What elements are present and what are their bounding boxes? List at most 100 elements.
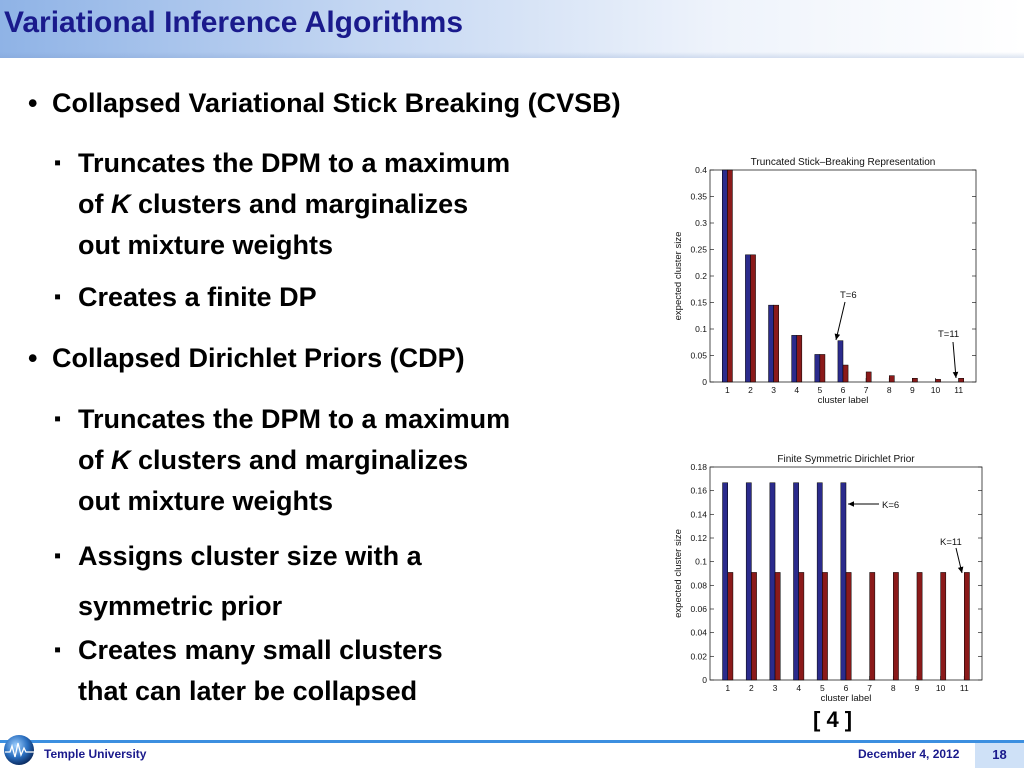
- annotation-label: K=6: [882, 500, 899, 511]
- bar-series2-cluster-6: [845, 572, 852, 681]
- y-tick-label: 0.15: [690, 298, 707, 308]
- x-tick-label: 6: [844, 683, 849, 693]
- line-text: Truncates the DPM to a maximum: [78, 404, 511, 434]
- line-italic-var: K: [111, 189, 131, 219]
- bullet-dot-icon: •: [28, 88, 38, 118]
- bar-series2-cluster-5: [819, 354, 826, 383]
- bullet-level2: ▪ Creates many small clusters that can lat…: [54, 630, 443, 712]
- x-tick-label: 4: [794, 385, 799, 395]
- annotation-arrow: [835, 301, 846, 341]
- x-tick-label: 3: [771, 385, 776, 395]
- bar-series2-cluster-6: [842, 364, 849, 383]
- y-axis-label: expected cluster size: [673, 232, 684, 321]
- x-axis-label: cluster label: [821, 693, 872, 704]
- x-tick-label: 11: [954, 385, 963, 395]
- bullet-line: Truncates the DPM to a maximum: [78, 143, 510, 184]
- x-tick-label: 6: [841, 385, 846, 395]
- line-text: Assigns cluster size with a: [78, 541, 422, 571]
- bar-series2-cluster-10: [935, 379, 941, 383]
- bar-series1-cluster-2: [745, 254, 751, 383]
- bullet-square-icon: ▪: [54, 408, 62, 430]
- line-text: of: [78, 189, 111, 219]
- bar-series1-cluster-5: [816, 482, 823, 681]
- chart-title: Truncated Stick–Breaking Representation: [751, 157, 936, 168]
- bar-series1-cluster-3: [768, 304, 774, 383]
- bar-series2-cluster-8: [893, 572, 899, 681]
- line-text: out mixture weights: [78, 486, 334, 516]
- y-tick-label: 0.18: [690, 462, 707, 472]
- line-text: symmetric prior: [78, 591, 283, 621]
- chart-title: Finite Symmetric Dirichlet Prior: [777, 454, 915, 465]
- y-tick-label: 0.2: [695, 271, 707, 281]
- bullet-line: Creates a finite DP: [78, 277, 317, 318]
- y-tick-label: 0.3: [695, 218, 707, 228]
- y-tick-label: 0.25: [690, 245, 707, 255]
- slide-title: Variational Inference Algorithms: [4, 6, 464, 39]
- bar-series1-cluster-1: [722, 482, 728, 681]
- bullet-line: out mixture weights: [78, 481, 510, 522]
- annotation-label: K=11: [940, 537, 962, 548]
- y-tick-label: 0.06: [690, 604, 707, 614]
- title-bar: [0, 0, 1024, 58]
- bullet-square-icon: ▪: [54, 286, 62, 308]
- footer-date: December 4, 2012: [858, 747, 960, 761]
- bar-series2-cluster-2: [750, 254, 756, 383]
- annotation-arrowhead-icon: [952, 371, 959, 378]
- bar-series2-cluster-1: [727, 572, 734, 681]
- y-tick-label: 0.35: [690, 192, 707, 202]
- bullet-line: Truncates the DPM to a maximum: [78, 399, 510, 440]
- title-bar-shadow: [0, 52, 1024, 58]
- bar-series2-cluster-9: [912, 378, 918, 383]
- x-tick-label: 10: [936, 683, 946, 693]
- bar-series1-cluster-5: [814, 354, 821, 383]
- bullet-level2: ▪ Truncates the DPM to a maximum of K clus…: [54, 143, 510, 266]
- bullet-level1: • Collapsed Variational Stick Breaking (C…: [28, 88, 621, 119]
- annotation-arrowhead-icon: [957, 566, 964, 573]
- line-text: of: [78, 445, 111, 475]
- bullet-line: symmetric prior: [78, 581, 422, 631]
- footer-institution: Temple University: [44, 747, 147, 761]
- annotation-label: T=6: [840, 290, 857, 301]
- bar-series2-cluster-7: [869, 572, 876, 681]
- line-text: that can later be collapsed: [78, 676, 418, 706]
- annotation-arrowhead-icon: [848, 501, 854, 507]
- bullet-level1: • Collapsed Dirichlet Priors (CDP): [28, 343, 465, 374]
- bar-series2-cluster-8: [889, 375, 895, 383]
- bullet-line: of K clusters and marginalizes: [78, 184, 510, 225]
- globe-logo-icon: [4, 735, 34, 765]
- bullet-text: Collapsed Dirichlet Priors (CDP): [52, 343, 465, 373]
- x-tick-label: 1: [725, 385, 730, 395]
- annotation-label: T=11: [938, 329, 959, 340]
- bar-series2-cluster-4: [796, 335, 803, 383]
- bar-series1-cluster-1: [722, 169, 728, 383]
- x-tick-label: 8: [887, 385, 892, 395]
- x-tick-label: 11: [960, 683, 969, 693]
- bullet-text: Collapsed Variational Stick Breaking (CV…: [52, 88, 621, 118]
- y-tick-label: 0.14: [690, 509, 707, 519]
- bar-series1-cluster-2: [745, 482, 752, 681]
- x-tick-label: 5: [818, 385, 823, 395]
- bar-series2-cluster-7: [865, 371, 872, 383]
- y-tick-label: 0.1: [695, 557, 707, 567]
- x-tick-label: 9: [915, 683, 920, 693]
- y-tick-label: 0: [702, 675, 707, 685]
- line-text-after: clusters and marginalizes: [130, 445, 469, 475]
- page-number-box: 18: [975, 743, 1024, 768]
- x-tick-label: 9: [910, 385, 915, 395]
- line-text: Creates many small clusters: [78, 635, 443, 665]
- bar-series1-cluster-3: [769, 482, 776, 681]
- bullet-square-icon: ▪: [54, 152, 62, 174]
- bar-series2-cluster-10: [940, 572, 947, 681]
- bullet-level2: ▪ Assigns cluster size with a symmetric pr…: [54, 531, 422, 631]
- bullet-level2: ▪ Creates a finite DP: [54, 277, 317, 318]
- annotation-arrowhead-icon: [834, 333, 841, 340]
- page-number: 18: [992, 747, 1007, 762]
- bar-series2-cluster-9: [916, 572, 923, 681]
- x-tick-label: 3: [773, 683, 778, 693]
- y-tick-label: 0.02: [690, 651, 707, 661]
- bullet-line: Assigns cluster size with a: [78, 531, 422, 581]
- y-tick-label: 0.04: [690, 628, 707, 638]
- bar-series2-cluster-11: [958, 378, 964, 383]
- bar-series2-cluster-1: [727, 169, 733, 383]
- bullet-square-icon: ▪: [54, 639, 62, 661]
